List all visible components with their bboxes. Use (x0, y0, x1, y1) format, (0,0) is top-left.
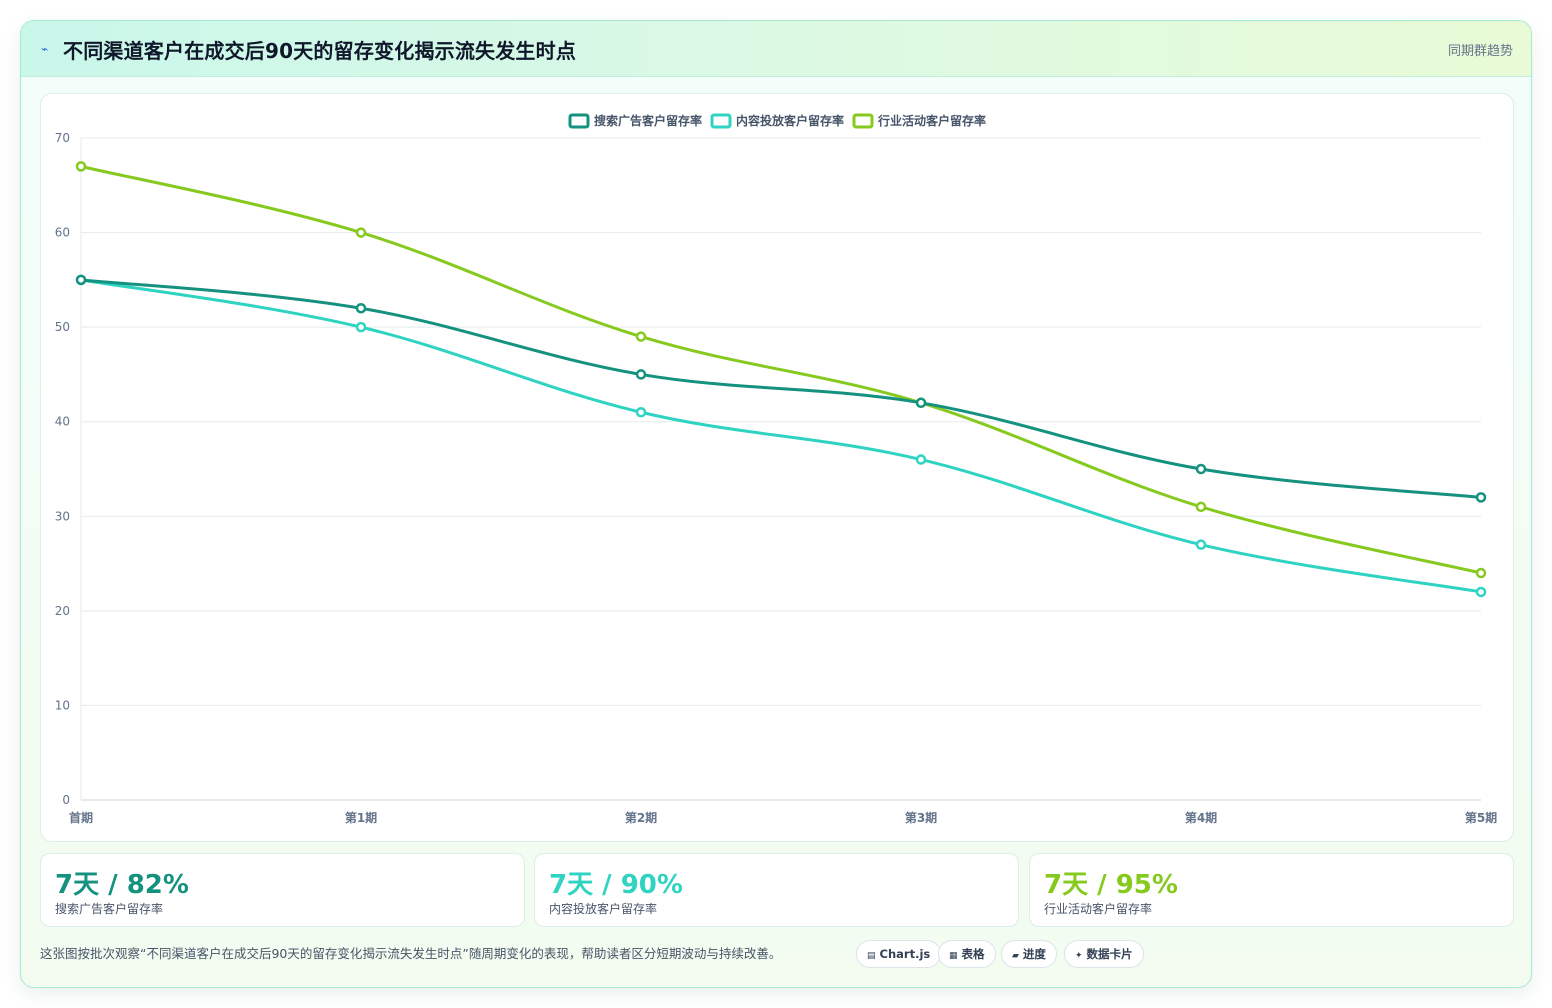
x-tick-label: 第1期 (345, 810, 377, 825)
chip-label: 表格 (961, 947, 985, 961)
data-point (1195, 539, 1207, 550)
card-header: ⌁ 不同渠道客户在成交后90天的留存变化揭示流失发生时点 同期群趋势 (21, 21, 1531, 77)
data-point (75, 161, 87, 172)
data-point (355, 227, 367, 238)
data-point (1475, 492, 1487, 503)
chip-table[interactable]: ▦ 表格 (938, 940, 996, 968)
x-tick-label: 首期 (69, 810, 93, 825)
data-point (355, 321, 367, 333)
data-point (1195, 501, 1207, 513)
chip-datacard[interactable]: ✦ 数据卡片 (1064, 940, 1144, 968)
chart-icon: ▤ (867, 951, 876, 961)
data-point (635, 331, 647, 342)
stat-value: 7天 / 82% (55, 870, 189, 900)
legend-label: 内容投放客户留存率 (736, 113, 844, 128)
stat-label: 搜索广告客户留存率 (55, 902, 164, 916)
line-chart: 0 10 20 30 40 50 60 70 首期 第1期 第2期 第3期 第4期 第5期 搜索广告客户留存… (55, 113, 1497, 825)
data-point (1475, 586, 1487, 598)
y-tick-label: 50 (55, 320, 70, 334)
stat-value: 7天 / 95% (1044, 870, 1178, 900)
y-tick-label: 70 (55, 131, 70, 145)
y-tick-label: 40 (55, 415, 70, 429)
y-tick-label: 60 (55, 226, 70, 240)
data-point (1475, 567, 1487, 579)
chart-container: 0 10 20 30 40 50 60 70 首期 第1期 第2期 第3期 第4期 第5期 搜索广告客户留存… (40, 93, 1514, 842)
series-line (79, 278, 1483, 499)
legend-label: 行业活动客户留存率 (877, 113, 986, 128)
x-tick-label: 第4期 (1185, 810, 1217, 825)
x-tick-label: 第2期 (625, 810, 657, 825)
legend-swatch (710, 113, 732, 129)
table-icon: ▦ (949, 951, 958, 961)
chart-title: 不同渠道客户在成交后90天的留存变化揭示流失发生时点 (63, 39, 577, 63)
chip-label: Chart.js (879, 947, 931, 961)
stat-card-content: 7天 / 90% 内容投放客户留存率 (534, 853, 1019, 927)
data-point (75, 274, 87, 286)
stat-value: 7天 / 90% (549, 870, 683, 900)
data-point (915, 454, 927, 465)
legend-swatch (852, 113, 874, 129)
chip-label: 数据卡片 (1086, 947, 1133, 961)
y-tick-label: 30 (55, 509, 70, 523)
data-point (355, 302, 367, 314)
y-tick-label: 20 (55, 604, 70, 618)
y-tick-label: 0 (62, 793, 70, 807)
stat-card-event: 7天 / 95% 行业活动客户留存率 (1029, 853, 1514, 927)
series-line (79, 278, 1483, 594)
chip-label: 进度 (1022, 947, 1046, 961)
footer-note: 这张图按批次观察“不同渠道客户在成交后90天的留存变化揭示流失发生时点”随周期变… (40, 946, 782, 961)
chip-chartjs[interactable]: ▤ Chart.js (856, 940, 942, 968)
series-line (79, 164, 1483, 575)
x-tick-label: 第3期 (905, 810, 937, 825)
legend-label: 搜索广告客户留存率 (594, 113, 702, 128)
data-point (1195, 463, 1207, 475)
y-tick-label: 10 (55, 698, 70, 712)
chart-card: ⌁ 不同渠道客户在成交后90天的留存变化揭示流失发生时点 同期群趋势 0 10 20… (20, 20, 1532, 988)
data-point (915, 397, 927, 409)
stat-label: 行业活动客户留存率 (1044, 902, 1153, 916)
chip-progress[interactable]: ▰ 进度 (1001, 940, 1057, 968)
sparkle-icon: ✦ (1075, 951, 1083, 961)
data-point (635, 369, 647, 380)
stat-label: 内容投放客户留存率 (549, 902, 658, 916)
legend-swatch (568, 113, 590, 129)
data-point (635, 407, 647, 418)
stat-card-search: 7天 / 82% 搜索广告客户留存率 (40, 853, 525, 927)
x-tick-label: 第5期 (1465, 810, 1497, 825)
progress-icon: ▰ (1012, 951, 1019, 961)
stat-cards: 7天 / 82% 搜索广告客户留存率 7天 / 90% 内容投放客户留存率 7天… (40, 853, 1514, 927)
lightning-icon: ⌁ (41, 42, 49, 56)
header-tag: 同期群趋势 (1447, 44, 1513, 59)
